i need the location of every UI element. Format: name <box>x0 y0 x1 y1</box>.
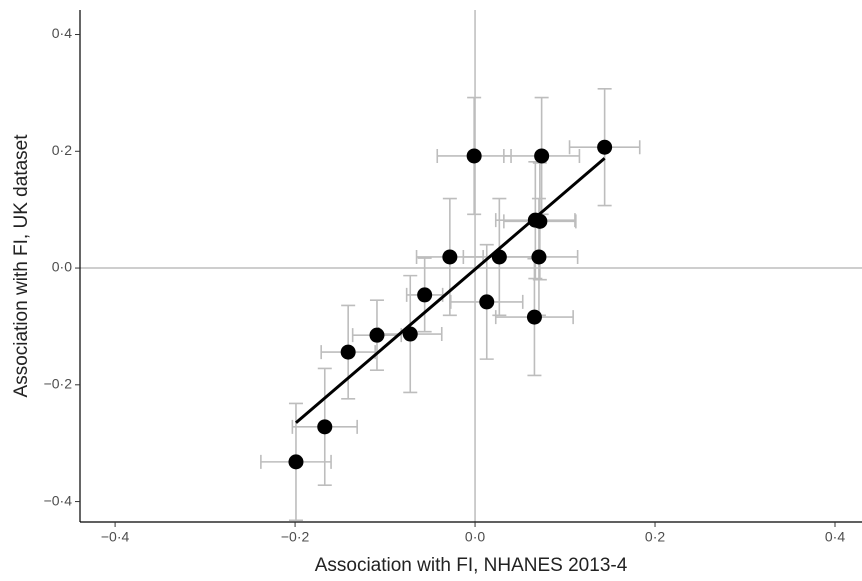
y-axis-title: Association with FI, UK dataset <box>11 134 32 398</box>
x-tick-label: −0·2 <box>281 529 310 545</box>
point <box>288 454 304 470</box>
point <box>534 148 550 164</box>
fit-line <box>294 157 606 424</box>
point <box>597 139 613 155</box>
point <box>479 294 495 310</box>
y-tick-label: 0·2 <box>52 142 72 158</box>
y-tick-label: −0·2 <box>44 376 73 392</box>
point <box>340 344 356 360</box>
x-axis-title: Association with FI, NHANES 2013-4 <box>315 555 628 576</box>
point <box>317 419 333 435</box>
x-tick-label: 0·0 <box>465 529 485 545</box>
y-tick-label: −0·4 <box>44 492 73 508</box>
point <box>491 249 507 265</box>
point <box>417 287 433 303</box>
y-tick-label: 0·4 <box>52 25 72 41</box>
point <box>532 213 548 229</box>
point <box>402 326 418 342</box>
point <box>526 309 542 325</box>
x-tick-label: −0·4 <box>101 529 130 545</box>
point <box>442 249 458 265</box>
x-tick-label: 0·4 <box>825 529 845 545</box>
y-tick-label: 0·0 <box>52 259 72 275</box>
point <box>466 148 482 164</box>
point <box>531 249 547 265</box>
x-tick-label: 0·2 <box>645 529 665 545</box>
point <box>369 327 385 343</box>
